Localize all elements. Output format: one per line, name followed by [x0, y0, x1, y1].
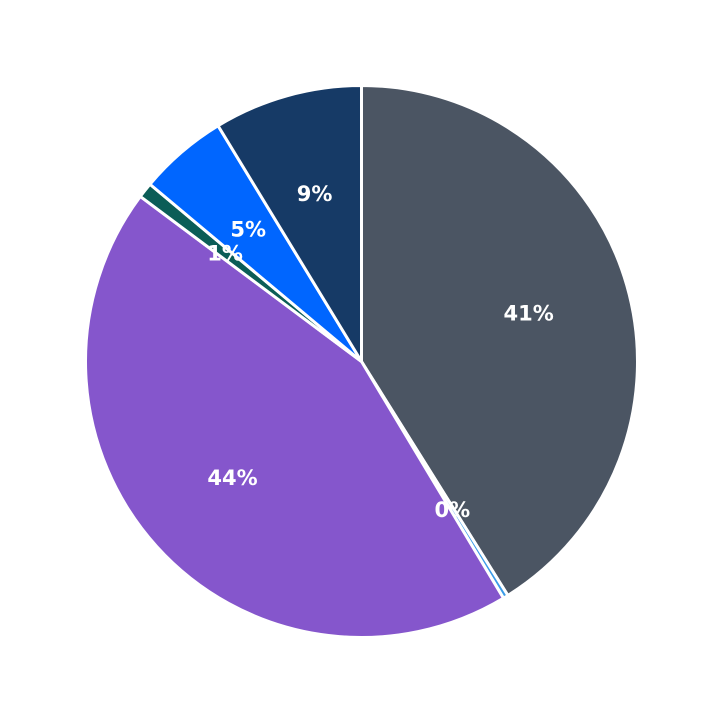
pie-slice-0 — [360, 84, 639, 597]
slice-label-2: 44% — [207, 466, 257, 490]
slice-label-4: 5% — [230, 218, 266, 242]
pie-slice-2 — [84, 194, 505, 639]
slice-label-1: 0% — [435, 498, 471, 522]
pie-labels: 41% 0% 44% 1% 5% 9% — [207, 182, 553, 522]
slice-label-5: 9% — [297, 182, 333, 206]
pie-slices — [84, 84, 639, 639]
pie-slice-5 — [216, 84, 363, 363]
slice-label-0: 41% — [503, 302, 553, 326]
slice-label-3: 1% — [207, 242, 243, 266]
